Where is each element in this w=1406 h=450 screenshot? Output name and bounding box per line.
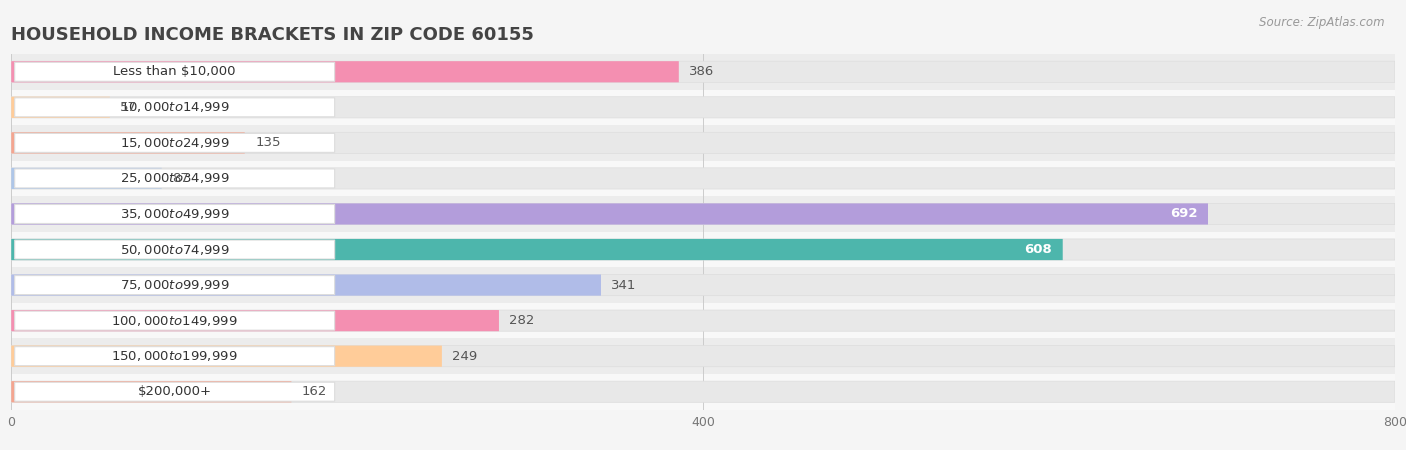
FancyBboxPatch shape: [11, 239, 1395, 260]
Bar: [11, 232, 1395, 267]
Text: 87: 87: [172, 172, 188, 185]
Text: 57: 57: [120, 101, 138, 114]
FancyBboxPatch shape: [14, 62, 335, 81]
FancyBboxPatch shape: [11, 61, 679, 82]
Text: 341: 341: [612, 279, 637, 292]
FancyBboxPatch shape: [11, 239, 1063, 260]
FancyBboxPatch shape: [11, 97, 1395, 118]
FancyBboxPatch shape: [14, 133, 335, 153]
Text: $50,000 to $74,999: $50,000 to $74,999: [120, 243, 229, 256]
FancyBboxPatch shape: [14, 169, 335, 188]
Text: $35,000 to $49,999: $35,000 to $49,999: [120, 207, 229, 221]
FancyBboxPatch shape: [11, 203, 1395, 225]
FancyBboxPatch shape: [14, 204, 335, 224]
FancyBboxPatch shape: [11, 346, 1395, 367]
FancyBboxPatch shape: [14, 311, 335, 330]
FancyBboxPatch shape: [14, 382, 335, 401]
FancyBboxPatch shape: [11, 132, 245, 153]
FancyBboxPatch shape: [14, 346, 335, 366]
Text: $150,000 to $199,999: $150,000 to $199,999: [111, 349, 238, 363]
Bar: [11, 54, 1395, 90]
FancyBboxPatch shape: [14, 98, 335, 117]
Text: 386: 386: [689, 65, 714, 78]
Text: $15,000 to $24,999: $15,000 to $24,999: [120, 136, 229, 150]
Text: Less than $10,000: Less than $10,000: [114, 65, 236, 78]
Bar: [11, 161, 1395, 196]
Bar: [11, 303, 1395, 338]
FancyBboxPatch shape: [11, 346, 441, 367]
Text: Source: ZipAtlas.com: Source: ZipAtlas.com: [1260, 16, 1385, 29]
Bar: [11, 267, 1395, 303]
Text: 135: 135: [254, 136, 281, 149]
FancyBboxPatch shape: [11, 61, 1395, 82]
Bar: [11, 196, 1395, 232]
Text: $200,000+: $200,000+: [138, 385, 212, 398]
Text: 162: 162: [302, 385, 328, 398]
Text: $10,000 to $14,999: $10,000 to $14,999: [120, 100, 229, 114]
FancyBboxPatch shape: [11, 203, 1208, 225]
FancyBboxPatch shape: [11, 274, 1395, 296]
FancyBboxPatch shape: [14, 240, 335, 259]
Text: 608: 608: [1025, 243, 1052, 256]
FancyBboxPatch shape: [11, 381, 1395, 402]
FancyBboxPatch shape: [11, 168, 162, 189]
Text: 282: 282: [509, 314, 534, 327]
Bar: [11, 374, 1395, 410]
Text: 692: 692: [1170, 207, 1198, 220]
Bar: [11, 125, 1395, 161]
Bar: [11, 338, 1395, 374]
Text: 249: 249: [453, 350, 478, 363]
Text: HOUSEHOLD INCOME BRACKETS IN ZIP CODE 60155: HOUSEHOLD INCOME BRACKETS IN ZIP CODE 60…: [11, 26, 534, 44]
FancyBboxPatch shape: [11, 310, 1395, 331]
Text: $25,000 to $34,999: $25,000 to $34,999: [120, 171, 229, 185]
FancyBboxPatch shape: [11, 97, 110, 118]
Bar: [11, 90, 1395, 125]
Text: $75,000 to $99,999: $75,000 to $99,999: [120, 278, 229, 292]
FancyBboxPatch shape: [14, 275, 335, 295]
FancyBboxPatch shape: [11, 132, 1395, 153]
FancyBboxPatch shape: [11, 168, 1395, 189]
FancyBboxPatch shape: [11, 274, 600, 296]
FancyBboxPatch shape: [11, 381, 291, 402]
Text: $100,000 to $149,999: $100,000 to $149,999: [111, 314, 238, 328]
FancyBboxPatch shape: [11, 310, 499, 331]
